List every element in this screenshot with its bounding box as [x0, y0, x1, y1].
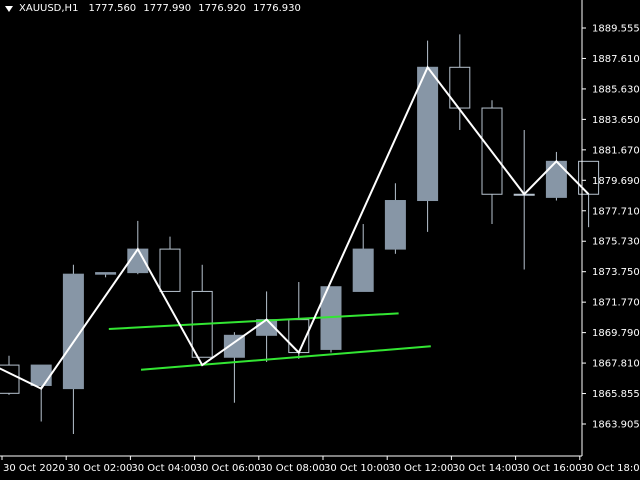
bull-candle[interactable] — [545, 160, 567, 198]
channel-trendline[interactable] — [108, 312, 399, 331]
candle-bodies — [0, 66, 600, 394]
y-tick-label: 1865.855 — [592, 389, 640, 400]
y-tick-label: 1873.750 — [592, 267, 640, 278]
ohlc-values: 1777.560 1777.990 1776.920 1776.930 — [88, 3, 304, 14]
close-value: 1776.930 — [253, 3, 301, 14]
x-tick-label: 30 Oct 08:00 — [260, 463, 325, 474]
x-tick-label: 30 Oct 2020 — [3, 463, 65, 474]
low-value: 1776.920 — [198, 3, 246, 14]
y-tick-label: 1887.610 — [592, 54, 640, 65]
y-tick-label: 1889.555 — [592, 24, 640, 35]
y-tick-label: 1881.670 — [592, 145, 640, 156]
y-tick-label: 1879.690 — [592, 176, 640, 187]
x-tick-label: 30 Oct 16:00 — [517, 463, 582, 474]
dropdown-triangle-icon[interactable] — [5, 5, 13, 12]
x-tick-label: 30 Oct 12:00 — [388, 463, 453, 474]
bull-candle[interactable] — [95, 272, 117, 275]
y-tick-label: 1883.650 — [592, 115, 640, 126]
bull-candle[interactable] — [223, 334, 245, 358]
bear-candle[interactable] — [0, 364, 20, 394]
high-value: 1777.990 — [143, 3, 192, 14]
y-tick-label: 1877.710 — [592, 206, 640, 217]
y-tick-label: 1869.790 — [592, 328, 640, 339]
bull-candle[interactable] — [417, 66, 439, 202]
bull-candle[interactable] — [352, 248, 374, 292]
y-tick-label: 1867.810 — [592, 359, 640, 370]
x-tick-label: 30 Oct 06:00 — [196, 463, 261, 474]
bull-candle[interactable] — [30, 364, 52, 386]
x-tick-label: 30 Oct 18:00 — [581, 463, 640, 474]
bull-candle[interactable] — [384, 200, 406, 250]
bear-candle[interactable] — [578, 160, 600, 195]
y-tick-label: 1875.730 — [592, 237, 640, 248]
indicator-lines — [0, 65, 590, 390]
y-tick-label: 1871.770 — [592, 298, 640, 309]
symbol-label: XAUUSD,H1 — [19, 3, 79, 14]
x-tick-label: 30 Oct 10:00 — [324, 463, 389, 474]
x-tick-label: 30 Oct 02:00 — [67, 463, 132, 474]
zigzag-line[interactable] — [0, 65, 590, 390]
y-tick-label: 1885.630 — [592, 84, 640, 95]
chart-header: XAUUSD,H1 1777.560 1777.990 1776.920 177… — [5, 3, 305, 14]
channel-trendline[interactable] — [140, 345, 431, 371]
open-value: 1777.560 — [88, 3, 137, 14]
bull-candle[interactable] — [62, 273, 84, 390]
x-tick-label: 30 Oct 04:00 — [131, 463, 196, 474]
bear-candle[interactable] — [159, 248, 181, 292]
y-tick-label: 1863.905 — [592, 420, 640, 431]
x-tick-label: 30 Oct 14:00 — [452, 463, 517, 474]
